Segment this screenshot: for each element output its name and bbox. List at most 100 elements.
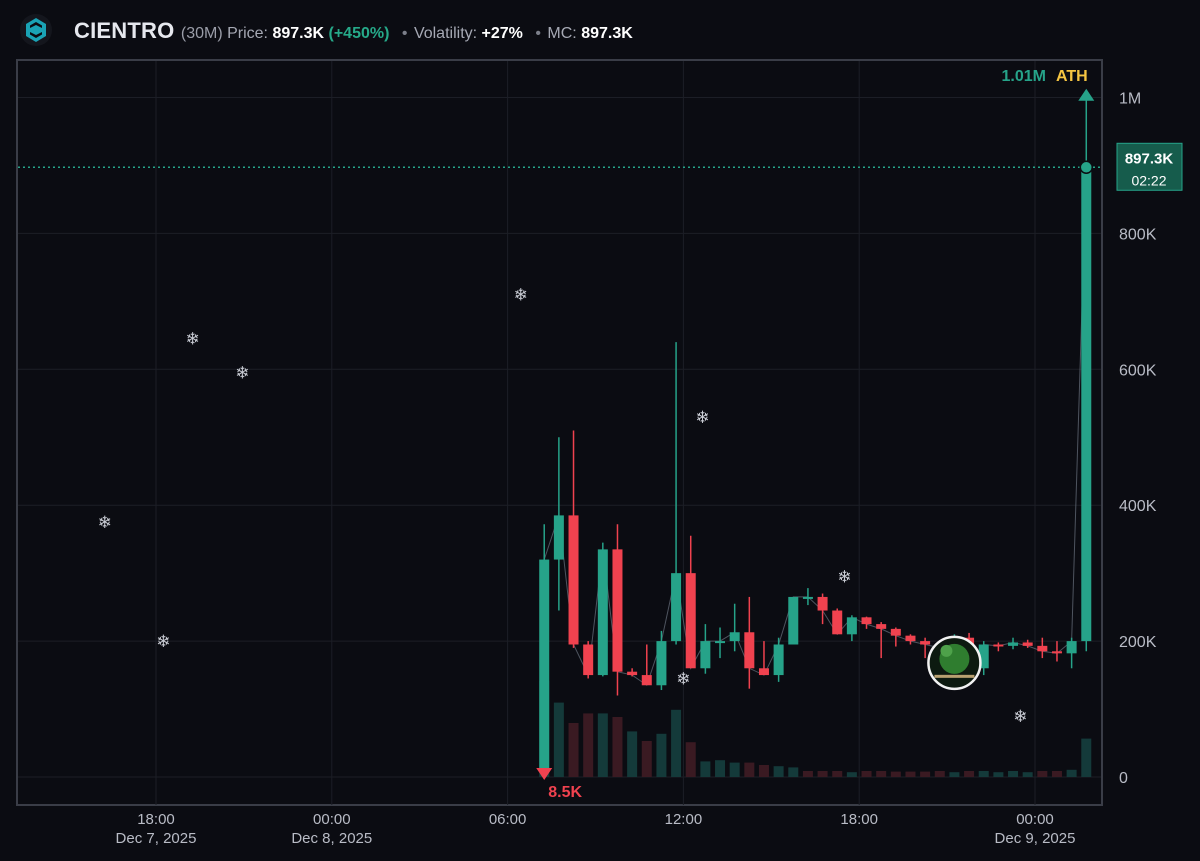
volume-bar	[949, 772, 960, 777]
volume-bar	[568, 723, 579, 777]
plot-area	[16, 59, 1103, 806]
x-tick-date-label: Dec 7, 2025	[116, 830, 197, 847]
volume-bar	[905, 771, 916, 777]
candle-body	[671, 573, 682, 642]
candle-body	[993, 644, 1004, 647]
candle-body	[832, 610, 843, 635]
token-name: CIENTRO	[74, 18, 175, 43]
mc-value: 897.3K	[581, 25, 633, 42]
x-tick-label: 00:00	[313, 811, 351, 828]
candle-body	[1051, 651, 1062, 654]
candle-body	[1037, 645, 1048, 652]
volume-bar	[1008, 771, 1019, 777]
volume-bar	[1051, 771, 1062, 777]
volatility-label: Volatility:	[413, 25, 478, 42]
candle-body	[729, 632, 740, 642]
low-arrow	[536, 768, 553, 780]
volume-bar	[685, 742, 696, 777]
volume-bar	[802, 771, 813, 777]
volume-bar	[876, 771, 887, 777]
candle-body	[568, 515, 579, 645]
cientro-logo-icon[interactable]	[20, 12, 52, 48]
volume-bar	[964, 771, 975, 777]
snowflake-icon: ❄	[695, 408, 709, 427]
ath-value-label: 1.01M	[1002, 68, 1046, 85]
x-tick-label: 18:00	[840, 811, 878, 828]
candle-body	[612, 549, 623, 672]
candle-body	[700, 641, 711, 669]
candle-body	[1022, 642, 1033, 646]
snowflake-icon: ❄	[235, 364, 249, 383]
candle-body	[744, 632, 755, 669]
candle-body	[583, 644, 594, 676]
volume-bar	[627, 731, 638, 777]
x-tick-date-label: Dec 9, 2025	[995, 830, 1076, 847]
volume-bar	[890, 771, 901, 777]
current-price-box	[1116, 142, 1183, 191]
candle-body	[641, 675, 652, 686]
candle-body	[685, 573, 696, 669]
candle-body	[817, 596, 828, 611]
volume-bar	[715, 760, 726, 777]
y-tick-label: 200K	[1119, 634, 1157, 651]
y-tick-label: 400K	[1119, 498, 1157, 515]
candle-body	[861, 617, 872, 625]
y-tick-label: 1M	[1119, 91, 1141, 108]
snowflake-icon: ❄	[514, 286, 528, 305]
snowflake-icon: ❄	[156, 632, 170, 651]
snowflake-icon: ❄	[1013, 707, 1027, 726]
candle-body	[773, 644, 784, 676]
volume-bar	[1081, 738, 1092, 777]
badge-banner	[934, 674, 975, 678]
timeframe-label[interactable]: (30M)	[180, 25, 223, 42]
volume-bar	[993, 772, 1004, 777]
volume-bar	[641, 741, 652, 777]
candle-body	[1008, 642, 1019, 646]
volume-bar	[832, 771, 843, 777]
volume-bar	[597, 713, 608, 777]
candle-body	[890, 628, 901, 636]
candle-body	[920, 641, 931, 645]
x-tick-date-label: Dec 8, 2025	[291, 830, 372, 847]
candle-body	[1066, 641, 1077, 654]
x-tick-label: 06:00	[489, 811, 527, 828]
candle-body	[1081, 167, 1092, 642]
separator-dot: •	[535, 25, 541, 42]
price-change: (+450%)	[328, 25, 390, 42]
candle-body	[553, 515, 564, 560]
candle-body	[656, 641, 667, 686]
volume-bar	[729, 762, 740, 777]
candle-body	[802, 596, 813, 599]
snowflake-icon: ❄	[676, 669, 690, 688]
volume-bar	[846, 772, 857, 777]
candle-body	[597, 549, 608, 676]
y-tick-label: 600K	[1119, 362, 1157, 379]
volume-bar	[744, 762, 755, 777]
candle-body	[539, 559, 550, 772]
volume-bar	[817, 771, 828, 777]
volume-bar	[700, 761, 711, 777]
volume-bar	[758, 765, 769, 777]
volume-bar	[934, 771, 945, 777]
volume-bar	[1022, 772, 1033, 777]
y-tick-label: 0	[1119, 770, 1128, 787]
volume-bar	[553, 702, 564, 777]
x-tick-label: 00:00	[1016, 811, 1054, 828]
mc-label: MC:	[547, 25, 577, 42]
badge-creature-head	[940, 644, 953, 657]
volume-bar	[978, 771, 989, 777]
candle-body	[715, 641, 726, 644]
candle-body	[758, 668, 769, 676]
volatility-value: +27%	[481, 25, 523, 42]
candle-countdown: 02:22	[1131, 172, 1166, 188]
x-tick-label: 18:00	[137, 811, 175, 828]
volume-bar	[583, 713, 594, 777]
candle-body	[978, 644, 989, 669]
volume-bar	[773, 766, 784, 777]
volume-bar	[920, 771, 931, 777]
candle-body	[627, 671, 638, 676]
chart-header: CIENTRO (30M) Price: 897.3K (+450%) • Vo…	[0, 0, 1200, 60]
price-label: Price:	[227, 25, 268, 42]
candle-body	[788, 596, 799, 645]
